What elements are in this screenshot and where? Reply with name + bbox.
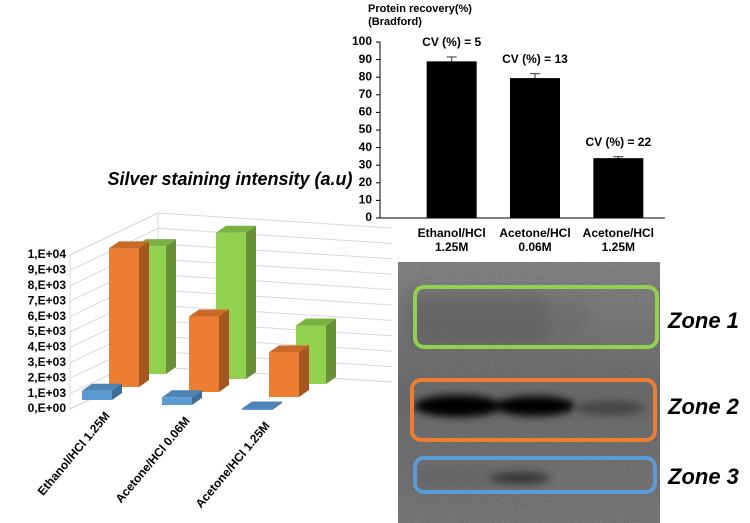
y-tick-label: 80 bbox=[359, 69, 373, 83]
bar-top bbox=[296, 318, 336, 326]
zone-box bbox=[413, 456, 657, 494]
bar-side bbox=[272, 401, 282, 410]
y-tick-label: 0,E+00 bbox=[28, 401, 67, 415]
bar-side-shade bbox=[272, 401, 282, 410]
bar-side-shade bbox=[112, 383, 122, 400]
x-tick-label: Acetone/HCl 1.25M bbox=[582, 226, 654, 254]
chart-title: Protein recovery(%) bbox=[368, 3, 472, 15]
bar-side bbox=[139, 241, 149, 387]
y-tick-label: 50 bbox=[359, 122, 373, 136]
x-tick-label: Ethanol/HCl 1.25M bbox=[417, 226, 486, 254]
bar-top-shade bbox=[216, 225, 256, 233]
annotation: CV (%) = 13 bbox=[502, 52, 568, 66]
y-tick-label: 3,E+03 bbox=[28, 355, 67, 369]
y-tick-label: 10 bbox=[359, 193, 373, 207]
annotation: CV (%) = 22 bbox=[585, 135, 651, 149]
y-tick-label: 100 bbox=[352, 34, 372, 48]
x-tick-label: Acetone/HCl 0.06M bbox=[499, 226, 571, 254]
annotation: CV (%) = 5 bbox=[422, 35, 481, 49]
y-tick-label: 1,E+03 bbox=[28, 386, 67, 400]
bar bbox=[510, 78, 560, 218]
bar-side-shade bbox=[219, 309, 229, 392]
bar-front bbox=[82, 390, 112, 400]
y-tick-label: 8,E+03 bbox=[28, 278, 67, 292]
zone-box bbox=[413, 285, 659, 349]
bar bbox=[136, 239, 176, 374]
bar-front bbox=[242, 408, 272, 410]
bar-top bbox=[216, 225, 256, 233]
x-tick-label: Ethanol/HCl 1.25M bbox=[35, 409, 113, 498]
bar-top bbox=[269, 345, 309, 353]
y-tick-label: 7,E+03 bbox=[28, 293, 67, 307]
bar bbox=[189, 309, 229, 392]
bar-side-shade bbox=[166, 239, 176, 374]
bar bbox=[269, 345, 309, 397]
bar-top-shade bbox=[296, 318, 336, 326]
y-tick-label: 9,E+03 bbox=[28, 263, 67, 277]
zone-box bbox=[410, 378, 657, 442]
bar-top bbox=[242, 401, 282, 409]
bar-side bbox=[192, 390, 202, 405]
bar-top bbox=[189, 309, 229, 317]
bar-side-shade bbox=[246, 225, 256, 379]
y-tick-label: 0 bbox=[365, 210, 372, 224]
y-tick-label: 60 bbox=[359, 105, 373, 119]
bar-top bbox=[162, 390, 202, 398]
chart-title: Silver staining intensity (a.u) bbox=[107, 169, 352, 189]
bar-top bbox=[82, 383, 122, 391]
bar bbox=[426, 61, 477, 218]
bar-top-shade bbox=[242, 401, 282, 409]
bar-top-shade bbox=[269, 345, 309, 353]
bar-top-shade bbox=[162, 390, 202, 398]
bar-top bbox=[109, 241, 149, 249]
bar-side bbox=[246, 225, 256, 379]
bar bbox=[593, 158, 644, 218]
gel-image bbox=[398, 262, 660, 523]
bar bbox=[162, 390, 202, 405]
x-tick-label: Acetone/HCl 0.06M bbox=[113, 414, 193, 506]
y-tick-label: 1,E+04 bbox=[28, 247, 67, 261]
zone-label: Zone 2 bbox=[667, 394, 740, 419]
bar-front bbox=[269, 352, 299, 397]
y-tick-label: 90 bbox=[359, 52, 373, 66]
chart-subtitle: (Bradford) bbox=[368, 16, 422, 28]
bar-front bbox=[109, 248, 139, 387]
bar-side bbox=[166, 239, 176, 374]
bar bbox=[82, 383, 122, 400]
bar-side-shade bbox=[299, 345, 309, 397]
bar-side-shade bbox=[326, 318, 336, 384]
bar bbox=[242, 401, 282, 410]
y-tick-label: 20 bbox=[359, 175, 373, 189]
bar-front bbox=[162, 397, 192, 405]
x-tick-label: Acetone/HCl 1.25M bbox=[193, 419, 273, 511]
y-tick-label: 2,E+03 bbox=[28, 370, 67, 384]
bar bbox=[109, 241, 149, 387]
zone-label: Zone 1 bbox=[667, 308, 739, 333]
y-tick-label: 70 bbox=[359, 87, 373, 101]
bar-side bbox=[112, 383, 122, 400]
y-tick-label: 6,E+03 bbox=[28, 309, 67, 323]
bar-side bbox=[299, 345, 309, 397]
y-tick-label: 5,E+03 bbox=[28, 324, 67, 338]
grid-line bbox=[69, 212, 393, 256]
bar-top-shade bbox=[109, 241, 149, 249]
zone-label: Zone 3 bbox=[667, 464, 739, 489]
y-tick-label: 40 bbox=[359, 140, 373, 154]
bar-front bbox=[189, 316, 219, 392]
bar-top-shade bbox=[82, 383, 122, 391]
bar-side bbox=[326, 318, 336, 384]
bar-side-shade bbox=[192, 390, 202, 405]
bar-top-shade bbox=[189, 309, 229, 317]
y-tick-label: 4,E+03 bbox=[28, 340, 67, 354]
y-tick-label: 30 bbox=[359, 157, 373, 171]
grid-line bbox=[69, 227, 393, 271]
bar-side-shade bbox=[139, 241, 149, 387]
bar-side bbox=[219, 309, 229, 392]
